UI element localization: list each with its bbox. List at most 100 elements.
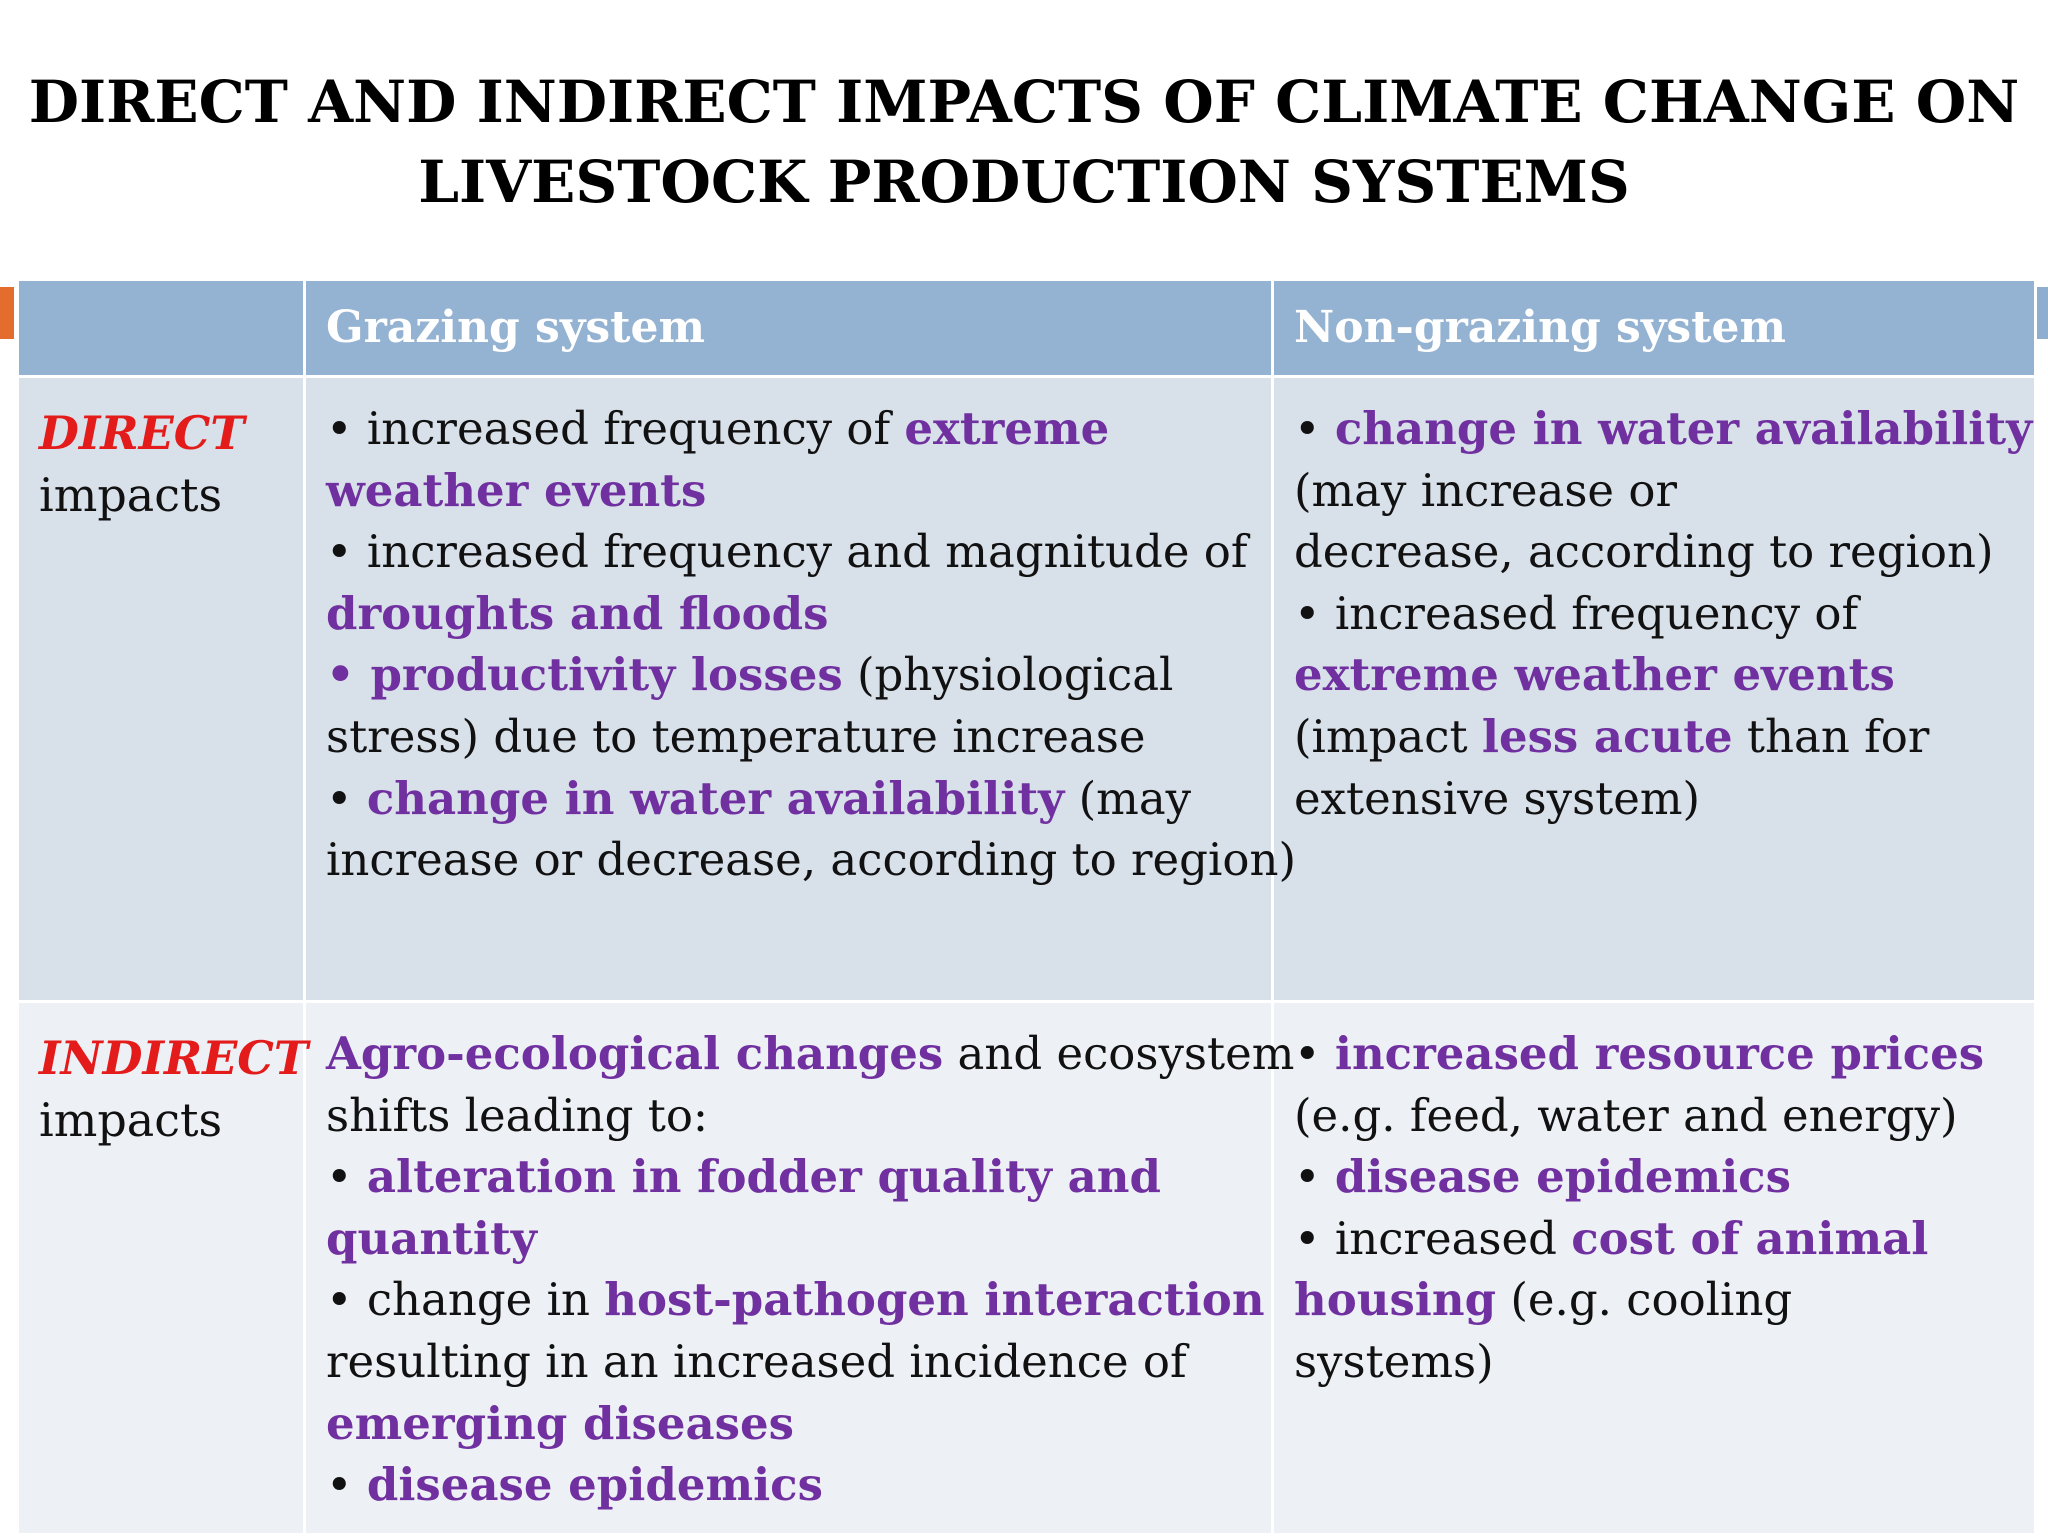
bullet-icon: • — [326, 1458, 367, 1512]
plain-text: increased — [1334, 1211, 1572, 1265]
cell-line: quantity — [326, 1208, 1253, 1270]
highlighted-text: housing — [1294, 1273, 1497, 1327]
cell-line: increase or decrease, according to regio… — [326, 829, 1296, 891]
plain-text: than for — [1732, 709, 1930, 763]
highlighted-text: Agro-ecological changes — [326, 1027, 944, 1080]
highlighted-text: disease epidemics — [366, 1458, 823, 1512]
cell-line: droughts and floods — [326, 583, 1253, 645]
highlighted-text: quantity — [326, 1211, 537, 1265]
cell-line: emerging diseases — [326, 1393, 1253, 1455]
cell-text-direct-non-grazing: • change in water availability (may incre… — [1274, 378, 2034, 829]
plain-text: resulting in an increased incidence of — [326, 1334, 1187, 1388]
cell-line: • increased resource prices — [1294, 1023, 2016, 1085]
cell-line: extreme weather events — [1294, 644, 2016, 706]
header-cell-non-grazing: Non-grazing system — [1271, 278, 2037, 378]
cell-line: housing (e.g. cooling — [1294, 1269, 2016, 1331]
highlighted-text: change in water availability — [1334, 402, 2033, 455]
cell-indirect-grazing: Agro-ecological changes and ecosystem shi… — [303, 1000, 1294, 1536]
plain-text: systems) — [1294, 1334, 1494, 1388]
cell-line: (e.g. feed, water and energy) — [1294, 1085, 2016, 1147]
highlighted-text: extreme — [904, 402, 1110, 455]
plain-text: change in — [366, 1273, 605, 1327]
row-label-rest-direct: impacts — [39, 468, 223, 522]
bullet-icon: • — [1294, 1150, 1335, 1204]
cell-line: systems) — [1294, 1331, 2016, 1393]
plain-text: increased frequency of — [1334, 586, 1859, 640]
cell-line: • disease epidemics — [326, 1454, 1253, 1516]
row-label-cell-direct: DIRECT impacts — [16, 375, 306, 1003]
row-label-keyword-indirect: INDIRECT — [39, 1031, 309, 1085]
cell-line: weather events — [326, 460, 1253, 522]
cell-line: • change in water availability — [1294, 398, 2032, 460]
header-empty-label — [19, 302, 39, 353]
slide-title-line-2: LIVESTOCK PRODUCTION SYSTEMS — [418, 148, 1630, 216]
cell-text-indirect-grazing: Agro-ecological changes and ecosystem shi… — [306, 1003, 1294, 1516]
highlighted-text: extreme weather events — [1294, 648, 1895, 702]
table-row-direct: DIRECT impacts • increased frequency of … — [16, 375, 2037, 1003]
plain-text: (e.g. feed, water and energy) — [1294, 1088, 1958, 1142]
cell-text-direct-grazing: • increased frequency of extreme weather … — [306, 378, 1296, 891]
plain-text: (e.g. cooling — [1496, 1273, 1793, 1327]
highlighted-text: change in water availability — [366, 771, 1065, 825]
header-grazing-label: Grazing system — [326, 302, 706, 353]
slide-title-line-1: DIRECT AND INDIRECT IMPACTS OF CLIMATE C… — [28, 68, 2020, 136]
plain-text: extensive system) — [1294, 771, 1701, 825]
plain-text: (impact — [1294, 709, 1482, 763]
plain-text: increased frequency of — [366, 402, 905, 455]
cell-line: Agro-ecological changes and ecosystem — [326, 1023, 1294, 1085]
cell-line: • increased frequency of — [1294, 583, 2016, 645]
table-row-indirect: INDIRECT impacts Agro-ecological changes… — [16, 1000, 2037, 1536]
cell-direct-non-grazing: • change in water availability (may incre… — [1271, 375, 2037, 1003]
highlighted-text: disease epidemics — [1334, 1150, 1791, 1204]
header-cell-grazing: Grazing system — [303, 278, 1274, 378]
bullet-icon: • — [326, 402, 367, 455]
highlighted-text: cost of animal — [1571, 1211, 1929, 1265]
row-label-rest-indirect: impacts — [39, 1093, 223, 1147]
row-label-keyword-direct: DIRECT — [39, 406, 245, 460]
cell-line: (may increase or — [1294, 460, 2016, 522]
plain-text: increased frequency and magnitude of — [366, 525, 1248, 579]
header-cell-empty — [16, 278, 306, 378]
cell-line: resulting in an increased incidence of — [326, 1331, 1253, 1393]
cell-line: • change in host-pathogen interaction — [326, 1269, 1265, 1331]
cell-line: decrease, according to region) — [1294, 521, 2016, 583]
slide-accent-right — [2034, 287, 2048, 339]
row-label-cell-indirect: INDIRECT impacts — [16, 1000, 309, 1536]
bullet-icon: • — [326, 771, 367, 825]
cell-line: • change in water availability (may — [326, 768, 1253, 830]
row-label-indirect: INDIRECT impacts — [19, 1003, 309, 1151]
plain-text: and ecosystem — [943, 1027, 1295, 1080]
slide-accent-left — [0, 287, 14, 339]
bullet-icon: • — [326, 1150, 367, 1204]
highlighted-text: less acute — [1481, 709, 1733, 763]
plain-text: decrease, according to region) — [1294, 525, 1994, 579]
cell-indirect-non-grazing: • increased resource prices (e.g. feed, w… — [1271, 1000, 2037, 1536]
plain-text: (physiological — [842, 648, 1174, 702]
highlighted-text: droughts and floods — [326, 586, 829, 640]
highlighted-text: weather events — [326, 463, 707, 517]
bullet-icon: • — [1294, 402, 1335, 455]
cell-text-indirect-non-grazing: • increased resource prices (e.g. feed, w… — [1274, 1003, 2034, 1393]
cell-line: • productivity losses (physiological — [326, 644, 1253, 706]
cell-line: • disease epidemics — [1294, 1146, 2016, 1208]
cell-line: extensive system) — [1294, 768, 2016, 830]
plain-text: increase or decrease, according to regio… — [326, 833, 1297, 887]
highlighted-text: productivity losses — [370, 648, 843, 702]
plain-text: shifts leading to: — [326, 1088, 709, 1142]
highlighted-text: alteration in fodder quality and — [366, 1150, 1161, 1204]
highlighted-text: increased resource prices — [1334, 1027, 1985, 1080]
highlighted-text: host-pathogen interaction — [604, 1273, 1265, 1327]
highlighted-text: emerging diseases — [326, 1396, 794, 1450]
plain-text: (may increase or — [1294, 463, 1677, 517]
row-label-direct: DIRECT impacts — [19, 378, 303, 526]
cell-line: stress) due to temperature increase — [326, 706, 1253, 768]
cell-direct-grazing: • increased frequency of extreme weather … — [303, 375, 1296, 1003]
cell-line: shifts leading to: — [326, 1085, 1253, 1147]
cell-line: • increased cost of animal — [1294, 1208, 2016, 1270]
impacts-table: Grazing system Non-grazing system DIRECT… — [16, 278, 2037, 1536]
table-header-row: Grazing system Non-grazing system — [16, 278, 2037, 378]
header-non-grazing-label: Non-grazing system — [1294, 302, 1787, 353]
bullet-icon: • — [1294, 586, 1335, 640]
bullet-icon: • — [326, 525, 367, 579]
cell-line: • increased frequency and magnitude of — [326, 521, 1253, 583]
